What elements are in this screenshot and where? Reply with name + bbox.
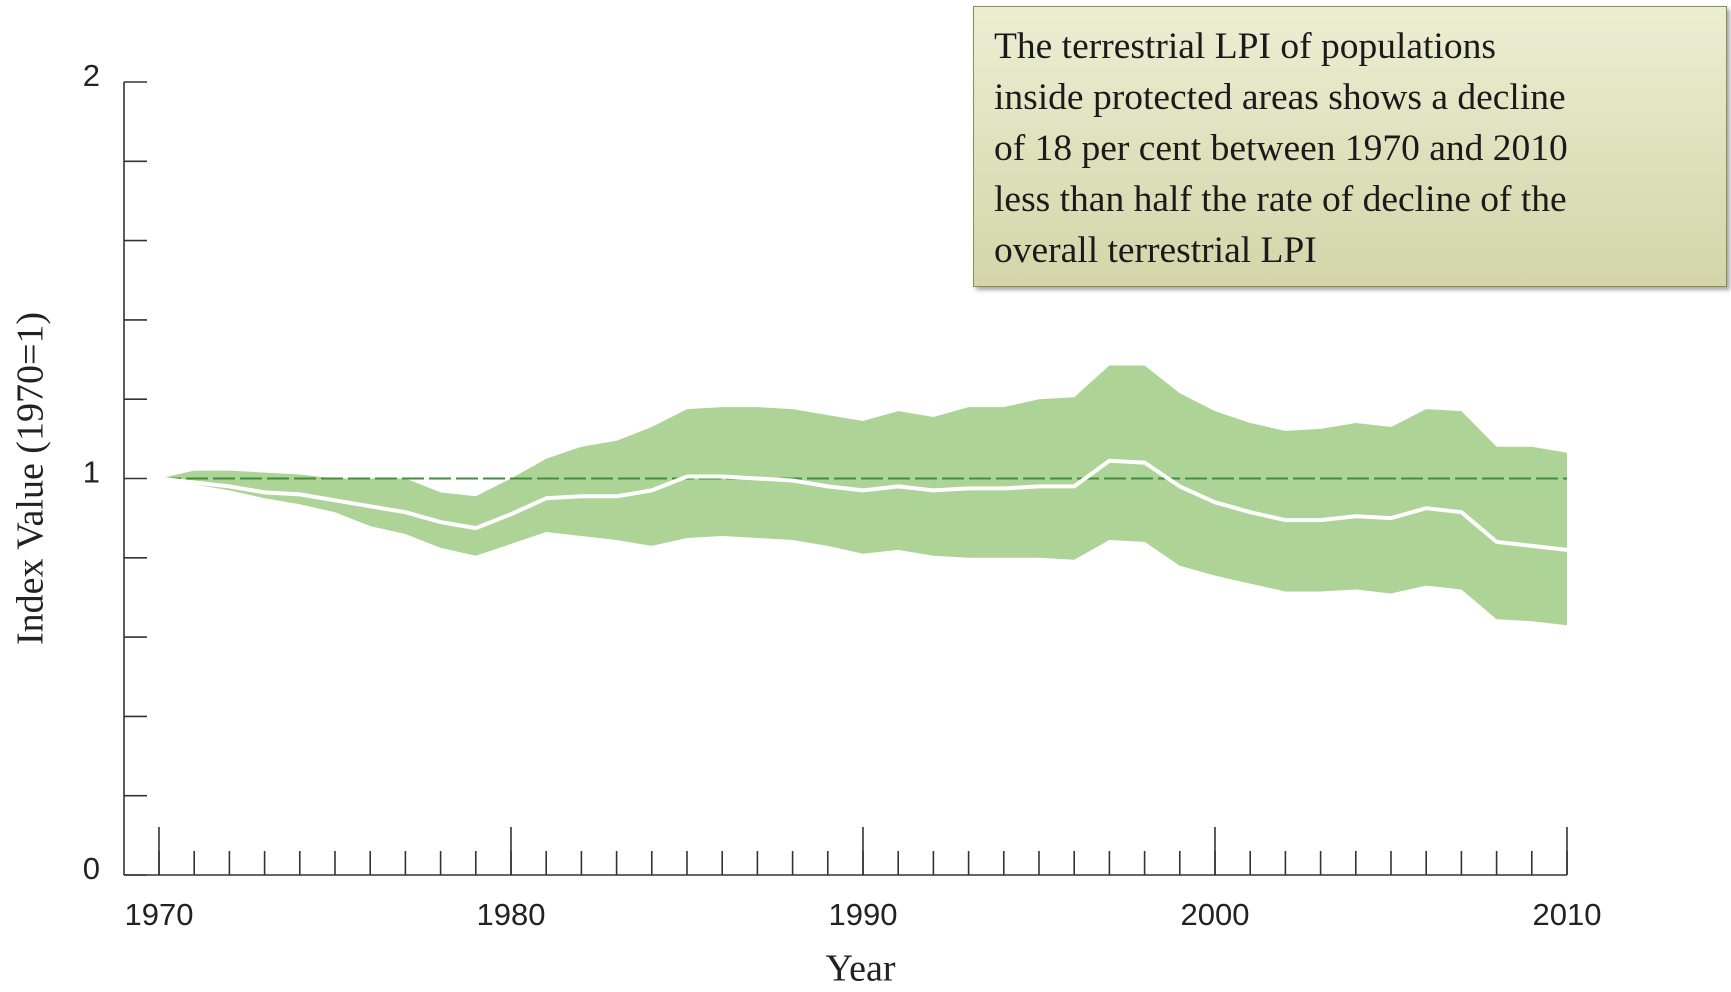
annotation-line: of 18 per cent between 1970 and 2010 [994, 128, 1568, 169]
y-axis-label: Index Value (1970=1) [10, 312, 52, 645]
y-tick-label: 2 [83, 58, 100, 93]
annotation-box: The terrestrial LPI of populations inside… [973, 6, 1727, 287]
x-tick-label: 2000 [1181, 897, 1250, 932]
annotation-line: inside protected areas shows a decline [994, 77, 1566, 118]
y-tick-label: 1 [83, 455, 100, 490]
annotation-line: The terrestrial LPI of populations [994, 26, 1496, 67]
index-line [158, 458, 1568, 552]
annotation-line: overall terrestrial LPI [994, 230, 1317, 271]
y-tick-label: 0 [83, 851, 100, 886]
x-axis-label: Year [825, 948, 895, 990]
x-tick-label: 1990 [829, 897, 898, 932]
x-tick-label: 1980 [477, 897, 546, 932]
x-tick-label: 1970 [125, 897, 194, 932]
annotation-line: less than half the rate of decline of th… [994, 179, 1567, 220]
x-tick-label: 2010 [1533, 897, 1602, 932]
confidence-band [159, 365, 1567, 626]
